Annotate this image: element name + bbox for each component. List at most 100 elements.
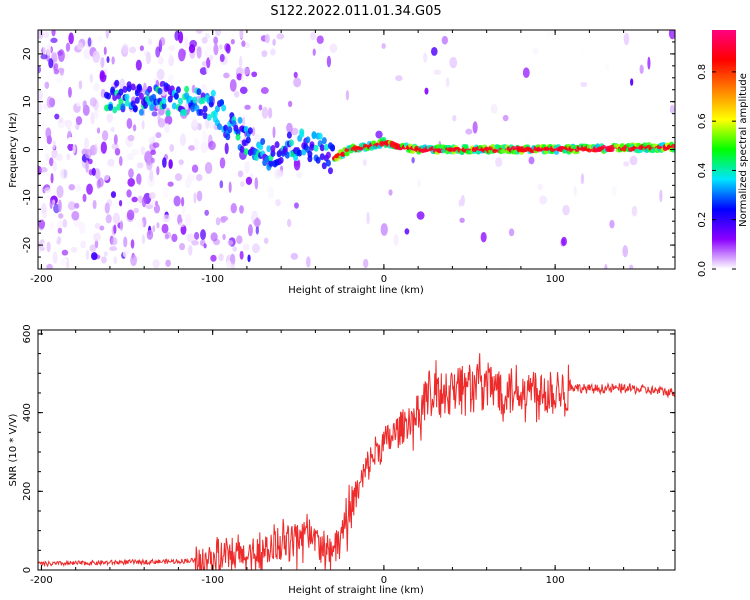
spectrogram-cell xyxy=(75,116,83,126)
spectrogram-cell xyxy=(92,50,101,63)
spectrogram-cell xyxy=(433,69,442,75)
spectrogram-cell xyxy=(334,157,340,162)
spectrogram-cell xyxy=(70,246,78,253)
colorbar-tick-label: 0.0 xyxy=(697,261,708,277)
spectrogram-cell xyxy=(230,39,235,45)
spectrogram-cell xyxy=(345,89,350,101)
spectrogram-cell xyxy=(46,241,51,253)
spectrogram-cell xyxy=(200,229,206,241)
spectrogram-cell xyxy=(204,162,213,174)
spectrogram-cell xyxy=(194,231,200,240)
spectrogram-cell xyxy=(167,73,174,87)
spectrogram-cell xyxy=(266,145,272,153)
spectrogram-cell xyxy=(97,177,104,188)
spectrogram-cell xyxy=(580,81,588,88)
spectrogram-cell xyxy=(609,219,615,229)
spectrogram-cell xyxy=(84,148,92,159)
spectrogram-cell xyxy=(210,232,218,242)
spectrogram-cell xyxy=(206,113,212,121)
spectrogram-cell xyxy=(102,173,110,181)
spectrogram-cell xyxy=(239,86,248,95)
spectrogram-cell xyxy=(71,210,80,221)
spectrogram-cell xyxy=(325,151,331,159)
spectrogram-cell xyxy=(196,46,202,59)
spectrogram-cell xyxy=(184,37,189,49)
spectrogram-cell xyxy=(184,177,192,189)
spectrogram-cell xyxy=(157,56,164,65)
colorbar-ticks: 0.0 0.2 0.4 0.6 0.8 xyxy=(697,64,736,277)
spectrogram-cell xyxy=(230,263,236,269)
spectrogram-cell xyxy=(490,104,498,114)
spectrogram-cell xyxy=(114,79,120,87)
spectrogram-cell xyxy=(129,46,137,54)
spectrogram-cell xyxy=(116,103,122,111)
spectrogram-cell xyxy=(128,168,134,179)
spectrogram-cell xyxy=(159,37,166,46)
spectrogram-cell xyxy=(59,117,63,124)
spectrogram-cell xyxy=(325,159,331,167)
spectrogram-cell xyxy=(109,246,118,252)
spectrogram-cell xyxy=(130,254,137,267)
spectrogram-cell xyxy=(459,217,465,223)
spectrogram-cell xyxy=(155,132,162,139)
snr-x-label: Height of straight line (km) xyxy=(288,585,424,596)
spectrogram-cell xyxy=(112,66,117,76)
spectrogram-cell xyxy=(59,68,64,76)
spectrogram-cell xyxy=(93,232,101,242)
spectrogram-cell xyxy=(268,107,273,119)
spectrogram-cell xyxy=(126,153,135,161)
spectrogram-cell xyxy=(130,239,135,249)
spectrogram-cell xyxy=(157,87,163,95)
spectrogram-cell xyxy=(178,222,186,228)
spectrogram-cell xyxy=(78,221,86,235)
spectrogram-cell xyxy=(148,192,156,200)
spectrogram-cell xyxy=(38,219,46,230)
spectrogram-cell xyxy=(258,143,264,151)
spectrogram-cell xyxy=(122,250,129,258)
spectrogram-cell xyxy=(260,137,266,145)
spectrogram-x-tick-label: 100 xyxy=(546,274,565,285)
spectrogram-y-tick-label: 0 xyxy=(22,146,33,152)
spectrogram-cell xyxy=(177,97,183,105)
spectrogram-cell xyxy=(126,118,133,129)
spectrogram-cell xyxy=(38,90,44,101)
spectrogram-cell xyxy=(261,50,268,58)
spectrogram-cell xyxy=(460,194,465,207)
spectrogram-cell xyxy=(495,157,503,168)
snr-x-tick-label: -100 xyxy=(201,575,224,586)
spectrogram-cell xyxy=(622,245,629,258)
spectrogram-cell xyxy=(251,71,258,78)
spectrogram-cell xyxy=(272,126,276,139)
spectrogram-cell xyxy=(321,162,327,170)
spectrogram-cell xyxy=(161,102,167,110)
spectrogram-cell xyxy=(52,140,56,150)
spectrogram-cell xyxy=(288,139,294,147)
spectrogram-cell xyxy=(243,243,250,251)
spectrogram-cell xyxy=(273,168,282,180)
spectrogram-cell xyxy=(86,183,93,195)
spectrogram-cell xyxy=(65,42,71,52)
spectrogram-y-tick-label: 10 xyxy=(22,95,33,108)
colorbar-tick-label: 0.6 xyxy=(697,113,708,129)
spectrogram-cell xyxy=(99,70,105,80)
spectrogram-cell xyxy=(130,83,136,91)
spectrogram-cell xyxy=(458,199,462,207)
spectrogram-cell xyxy=(56,185,64,198)
spectrogram-cell xyxy=(94,168,101,180)
spectrogram-cell xyxy=(74,183,81,192)
spectrogram-cell xyxy=(500,149,506,154)
spectrogram-cell xyxy=(647,56,651,70)
snr-series-line xyxy=(38,353,675,570)
spectrogram-cell xyxy=(206,57,211,69)
spectrogram-cell xyxy=(174,173,183,181)
spectrogram-cell xyxy=(380,223,388,236)
spectrogram-cell xyxy=(522,67,530,79)
spectrogram-cell xyxy=(254,177,259,190)
spectrogram-cell xyxy=(659,189,663,203)
spectrogram-marks xyxy=(38,30,675,269)
spectrogram-cell xyxy=(80,240,87,249)
spectrogram-x-tick-label: -200 xyxy=(30,274,53,285)
spectrogram-cell xyxy=(78,80,83,90)
